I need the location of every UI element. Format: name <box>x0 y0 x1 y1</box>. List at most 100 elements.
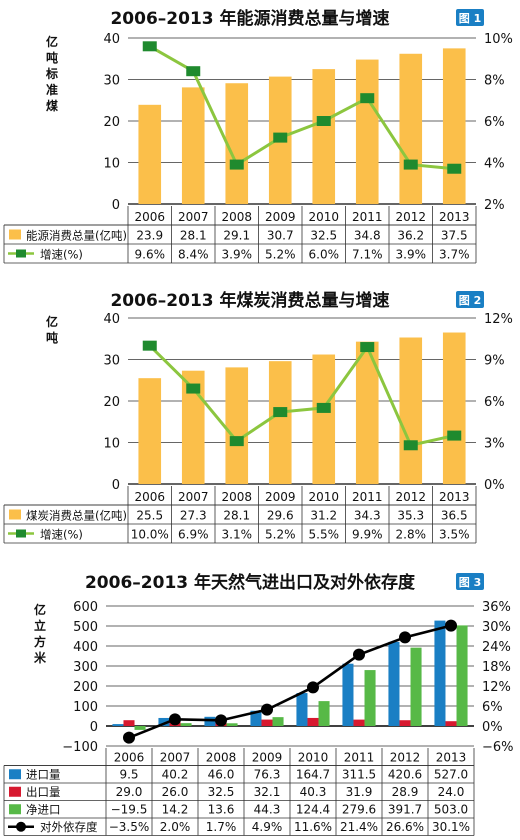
data-label: 29.0 <box>116 785 143 799</box>
bar <box>181 370 205 484</box>
bar <box>112 724 124 726</box>
x-tick-label: 2006 <box>114 751 145 765</box>
y-tick-right: 8% <box>484 74 505 89</box>
legend-label: 能源消费总量(亿吨) <box>26 229 127 243</box>
x-tick-label: 2013 <box>439 210 470 224</box>
data-label: 29.1 <box>223 229 250 243</box>
data-label: 420.6 <box>388 768 422 782</box>
y-tick-right: 12% <box>482 680 511 695</box>
data-label: 3.9% <box>222 248 253 262</box>
legend-label: 出口量 <box>26 785 61 799</box>
line-point <box>123 731 135 744</box>
y-axis-label-left: 亿吨标准煤 <box>45 34 58 113</box>
line-point <box>316 402 331 413</box>
x-tick-label: 2008 <box>221 210 252 224</box>
chart-1-svg: 2006–2013 年能源消费总量与增速 图 1 亿吨标准煤 0 10 20 30 40 2% 4… <box>3 8 513 264</box>
data-label: 21.4% <box>340 820 378 834</box>
y-tick-right: 24% <box>482 640 511 655</box>
y-tick-right: 12% <box>484 312 513 327</box>
x-tick-label: 2013 <box>439 490 470 504</box>
figure-badge: 图 3 <box>459 576 481 589</box>
y-tick-left: 20 <box>103 395 120 410</box>
y-tick-right: 30% <box>482 620 511 635</box>
data-label: 6.0% <box>309 248 340 262</box>
figure-badge: 图 2 <box>459 294 481 307</box>
data-label: 3.9% <box>396 248 427 262</box>
line-point <box>403 159 418 170</box>
x-tick-label: 2006 <box>134 490 165 504</box>
x-tick-label: 2009 <box>265 490 296 504</box>
data-label: 527.0 <box>434 768 468 782</box>
bar <box>399 720 411 726</box>
x-tick-label: 2010 <box>308 490 339 504</box>
y-tick-right: −6% <box>482 740 514 755</box>
line-point <box>215 714 227 727</box>
data-label: 7.1% <box>352 248 383 262</box>
data-label: 40.2 <box>162 768 189 782</box>
line-point <box>142 41 157 52</box>
legend-swatch <box>9 804 21 815</box>
line-point <box>399 631 411 644</box>
bar <box>250 710 262 726</box>
x-tick-label: 2013 <box>436 751 467 765</box>
data-label: 279.6 <box>342 803 376 817</box>
figure-badge-bg <box>456 291 484 308</box>
data-label: 28.9 <box>392 785 419 799</box>
bar <box>138 104 162 204</box>
chart-3: 2006–2013 年天然气进出口及对外依存度 图 3 亿立方米 −100 0 100 20… <box>0 568 520 836</box>
data-label: 30.7 <box>267 229 294 243</box>
y-tick-left: 300 <box>73 660 98 675</box>
bar <box>226 723 238 726</box>
data-label: 34.3 <box>354 509 381 523</box>
bar <box>342 663 354 726</box>
x-tick-label: 2008 <box>206 751 237 765</box>
data-label: 25.5 <box>136 509 163 523</box>
y-tick-left: 600 <box>73 600 98 615</box>
data-label: 503.0 <box>434 803 468 817</box>
legend-label: 增速(%) <box>40 528 83 542</box>
data-label: 76.3 <box>254 768 281 782</box>
y-tick-right: 3% <box>484 437 505 452</box>
bar <box>355 59 379 204</box>
data-label: −19.5 <box>111 803 148 817</box>
x-tick-label: 2010 <box>308 210 339 224</box>
data-label: 28.1 <box>180 229 207 243</box>
bar <box>296 693 308 726</box>
x-tick-label: 2007 <box>160 751 191 765</box>
y-tick-left: 0 <box>90 720 98 735</box>
y-tick-left: 40 <box>103 312 120 327</box>
line-point <box>353 648 365 661</box>
data-label: 26.0 <box>162 785 189 799</box>
y-tick-left: 30 <box>103 74 120 89</box>
data-label: 35.3 <box>397 509 424 523</box>
legend-label: 进口量 <box>26 768 61 782</box>
data-label: 9.5 <box>119 768 138 782</box>
data-label: 44.3 <box>254 803 281 817</box>
line-point <box>360 342 375 353</box>
data-label: 4.9% <box>252 820 283 834</box>
legend-label: 对外依存度 <box>40 820 98 834</box>
x-tick-label: 2007 <box>178 210 209 224</box>
line-point <box>169 713 181 726</box>
y-tick-right: 6% <box>482 700 503 715</box>
line-point <box>360 93 375 104</box>
data-label: 28.1 <box>223 509 250 523</box>
figure-badge: 图 1 <box>459 12 481 25</box>
data-label: 46.0 <box>208 768 235 782</box>
legend-swatch <box>9 786 21 797</box>
y-tick-right: 9% <box>484 354 505 369</box>
bar <box>442 332 466 484</box>
data-label: 3.5% <box>439 528 470 542</box>
data-label: 36.2 <box>397 229 424 243</box>
data-label: 32.1 <box>254 785 281 799</box>
y-axis-label-left: 亿立方米 <box>34 602 47 665</box>
line-point <box>142 340 157 351</box>
bar <box>399 337 423 484</box>
line-point <box>445 619 457 632</box>
y-tick-right: 36% <box>482 600 511 615</box>
line-point <box>273 407 288 418</box>
y-tick-left: 10 <box>103 437 120 452</box>
series-line <box>149 44 455 171</box>
bar <box>442 48 466 204</box>
data-label: 32.5 <box>310 229 337 243</box>
